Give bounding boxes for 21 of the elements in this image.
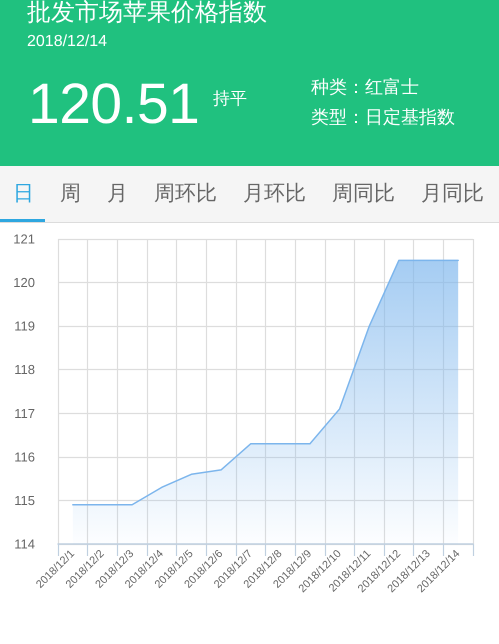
text: 持平 [213,89,247,109]
text: 月 [106,182,129,206]
text: 月环比 [242,182,307,206]
y-tick-label: 120 [13,275,35,290]
y-tick-label: 117 [14,406,35,421]
y-tick-label: 114 [14,536,35,552]
text: 120.51 [28,72,200,136]
y-tick-label: 118 [14,362,35,378]
text: 种类：红富士 [311,76,419,98]
text: 周环比 [153,182,218,206]
text: 类型：日定基指数 [311,106,455,128]
y-tick-label: 116 [14,449,35,464]
y-tick-label: 121 [13,232,35,246]
text: 日 [12,182,35,206]
text: 周同比 [331,182,396,206]
text: 周 [59,182,82,206]
y-tick-label: 119 [14,318,35,334]
y-tick-label: 115 [14,492,35,508]
text: 月同比 [420,182,485,206]
chart-title: 批发市场苹果价格指数 [27,0,267,27]
chart-subtitle: 2018/12/14 [27,32,108,52]
